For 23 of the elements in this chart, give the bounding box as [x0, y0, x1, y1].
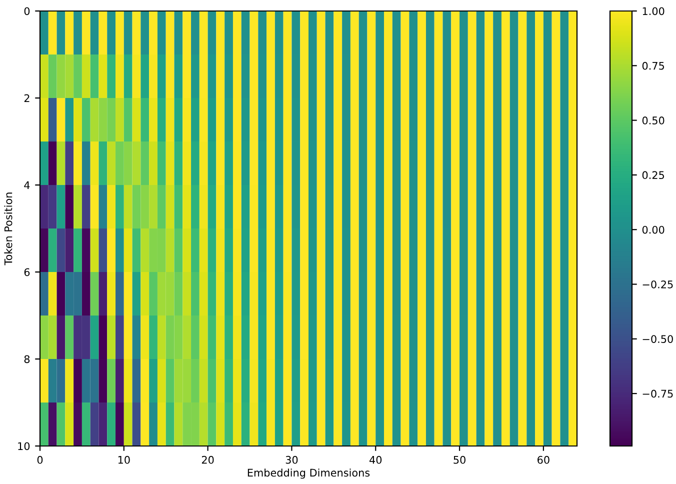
y-tick-label: 0 — [24, 7, 30, 16]
y-tick-label: 10 — [18, 442, 30, 450]
color-bar-label: 1.00 — [642, 7, 664, 16]
x-tick-label: 50 — [454, 456, 466, 464]
color-bar-label: 0.50 — [642, 116, 664, 124]
y-tick-label: 6 — [24, 268, 30, 276]
y-tick-label: 2 — [24, 94, 30, 102]
y-axis-title: Token Position — [4, 192, 12, 266]
color-bar-label: 0.25 — [642, 171, 664, 180]
x-tick-label: 10 — [118, 456, 130, 464]
color-bar-label: 0.00 — [642, 226, 664, 234]
color-bar-label: −0.25 — [642, 280, 673, 288]
color-bar-label: −0.75 — [642, 390, 673, 398]
x-tick-label: 0 — [37, 456, 43, 464]
y-tick-label: 8 — [24, 355, 30, 364]
x-tick-label: 60 — [538, 456, 550, 464]
x-axis-title: Embedding Dimensions — [248, 468, 370, 479]
x-tick-label: 30 — [286, 456, 298, 464]
x-tick-label: 40 — [370, 456, 382, 464]
color-bar-label: −0.50 — [642, 335, 673, 343]
color-bar-label: 0.75 — [642, 62, 664, 70]
x-tick-label: 20 — [202, 456, 214, 464]
y-tick-label: 4 — [24, 181, 30, 189]
